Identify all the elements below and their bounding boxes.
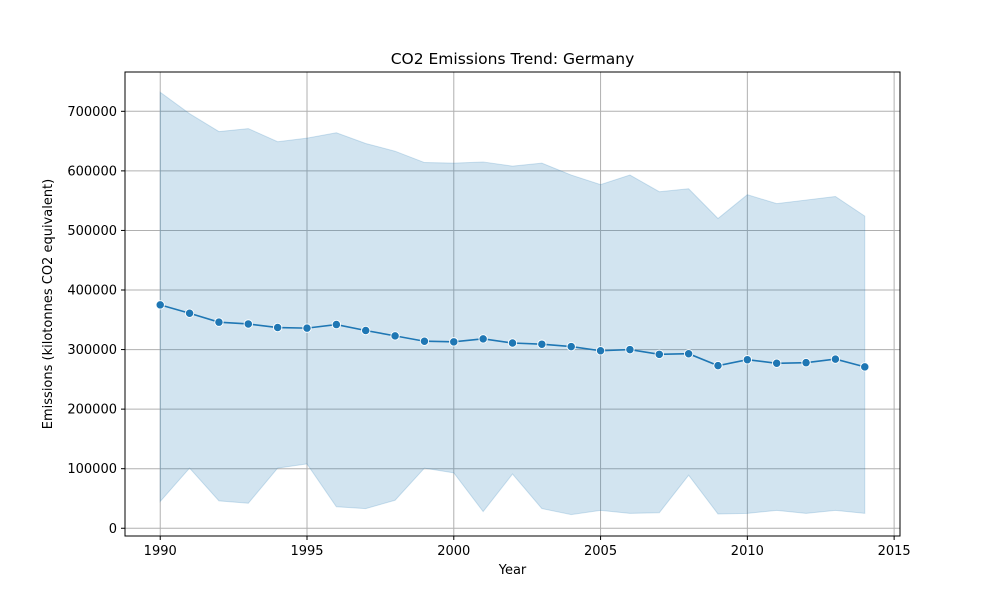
x-tick-label: 1995 <box>290 544 323 559</box>
data-point <box>537 339 547 349</box>
y-tick-label: 300000 <box>67 343 117 358</box>
data-point <box>478 334 488 344</box>
y-tick-label: 500000 <box>67 224 117 239</box>
data-point <box>860 362 870 372</box>
data-point <box>273 322 283 333</box>
y-axis-title: Emissions (kilotonnes CO2 equivalent) <box>41 179 56 429</box>
data-point <box>654 349 664 359</box>
y-axis-ticks: 0 100000 200000 300000 400000 500000 600000 700… <box>67 105 125 537</box>
data-point <box>214 317 224 327</box>
y-tick-label: 600000 <box>67 164 117 179</box>
data-point <box>830 354 841 364</box>
data-point <box>683 349 694 359</box>
data-point <box>449 337 459 347</box>
y-tick-label: 100000 <box>67 462 117 477</box>
x-axis-ticks: 1990 1995 2000 2005 2010 2015 <box>144 536 911 559</box>
data-point <box>361 325 371 336</box>
data-point <box>625 344 635 355</box>
data-point <box>390 331 400 341</box>
x-axis-title: Year <box>498 563 527 578</box>
data-point <box>713 360 723 371</box>
x-tick-label: 2015 <box>878 544 911 559</box>
grid <box>125 72 900 536</box>
data-point <box>742 355 752 365</box>
data-point <box>302 323 312 333</box>
plot-area-frame <box>124 71 901 537</box>
data-point <box>566 341 576 352</box>
data-point <box>595 346 606 356</box>
y-tick-label: 700000 <box>67 105 117 120</box>
data-point <box>772 358 782 368</box>
data-point <box>331 319 342 330</box>
x-tick-label: 2005 <box>584 544 617 559</box>
data-point <box>243 319 253 329</box>
data-point-layer <box>155 300 870 372</box>
y-tick-label: 200000 <box>67 403 117 418</box>
data-point <box>155 300 165 310</box>
x-tick-label: 2010 <box>731 544 764 559</box>
confidence-band <box>159 91 866 516</box>
chart-title: CO2 Emissions Trend: Germany <box>391 50 635 68</box>
x-tick-label: 2000 <box>437 544 470 559</box>
y-tick-label: 0 <box>109 522 117 537</box>
data-point <box>507 338 518 348</box>
data-point <box>419 336 430 346</box>
data-point <box>801 358 811 368</box>
x-tick-label: 1990 <box>144 544 177 559</box>
confidence-band-layer <box>159 91 866 516</box>
y-tick-label: 400000 <box>67 284 117 299</box>
data-point <box>184 308 195 318</box>
